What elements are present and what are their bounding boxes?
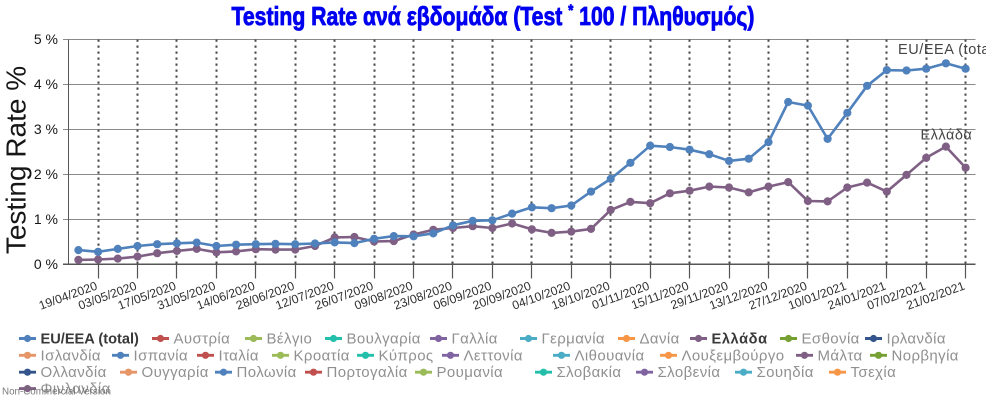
svg-text:Ισπανία: Ισπανία: [134, 347, 189, 364]
svg-text:Ιρλανδία: Ιρλανδία: [887, 331, 946, 348]
svg-text:Σουηδία: Σουηδία: [757, 364, 814, 381]
svg-text:2 %: 2 %: [34, 166, 58, 182]
svg-text:Non-Commercial Version: Non-Commercial Version: [2, 387, 111, 398]
svg-text:Εσθονία: Εσθονία: [802, 331, 860, 348]
svg-text:Ρουμανία: Ρουμανία: [437, 364, 504, 381]
svg-text:EU/EEA (total): EU/EEA (total): [41, 332, 140, 348]
svg-text:5 %: 5 %: [34, 31, 58, 47]
svg-text:3 %: 3 %: [34, 121, 58, 137]
svg-text:4 %: 4 %: [34, 76, 58, 92]
svg-text:Κροατία: Κροατία: [294, 347, 350, 364]
svg-text:Λιθουανία: Λιθουανία: [575, 347, 645, 364]
svg-text:Αυστρία: Αυστρία: [174, 331, 231, 348]
svg-text:Δανία: Δανία: [640, 331, 680, 348]
svg-text:Τσεχία: Τσεχία: [851, 364, 897, 381]
svg-text:Κύπρος: Κύπρος: [379, 347, 434, 364]
svg-text:Ελλάδα: Ελλάδα: [712, 332, 768, 348]
svg-text:Ουγγαρία: Ουγγαρία: [142, 364, 209, 381]
svg-text:Φινλανδία: Φινλανδία: [41, 381, 111, 398]
svg-text:Ολλανδία: Ολλανδία: [41, 364, 107, 381]
svg-text:Λεττονία: Λεττονία: [464, 347, 523, 364]
svg-text:Νορβηγία: Νορβηγία: [892, 347, 959, 364]
svg-text:Ιταλία: Ιταλία: [219, 347, 259, 364]
svg-text:1 %: 1 %: [34, 211, 58, 227]
svg-text:Μάλτα: Μάλτα: [818, 347, 863, 364]
svg-text:Πορτογαλία: Πορτογαλία: [327, 364, 408, 381]
svg-text:Βέλγιο: Βέλγιο: [267, 331, 313, 348]
svg-text:Γερμανία: Γερμανία: [542, 331, 606, 348]
svg-text:Λουξεμβούργο: Λουξεμβούργο: [682, 347, 785, 364]
svg-text:Ισλανδία: Ισλανδία: [41, 347, 101, 364]
svg-text:EU/EEA (total): EU/EEA (total): [898, 42, 986, 58]
svg-text:Σλοβενία: Σλοβενία: [658, 364, 721, 381]
svg-text:Πολωνία: Πολωνία: [237, 364, 297, 381]
svg-text:Γαλλία: Γαλλία: [452, 331, 498, 348]
svg-text:Βουλγαρία: Βουλγαρία: [347, 331, 421, 348]
svg-text:0 %: 0 %: [34, 256, 58, 272]
svg-text:Testing Rate %: Testing Rate %: [1, 66, 32, 254]
svg-text:Ελλάδα: Ελλάδα: [921, 128, 973, 144]
svg-text:Σλοβακία: Σλοβακία: [557, 364, 622, 381]
